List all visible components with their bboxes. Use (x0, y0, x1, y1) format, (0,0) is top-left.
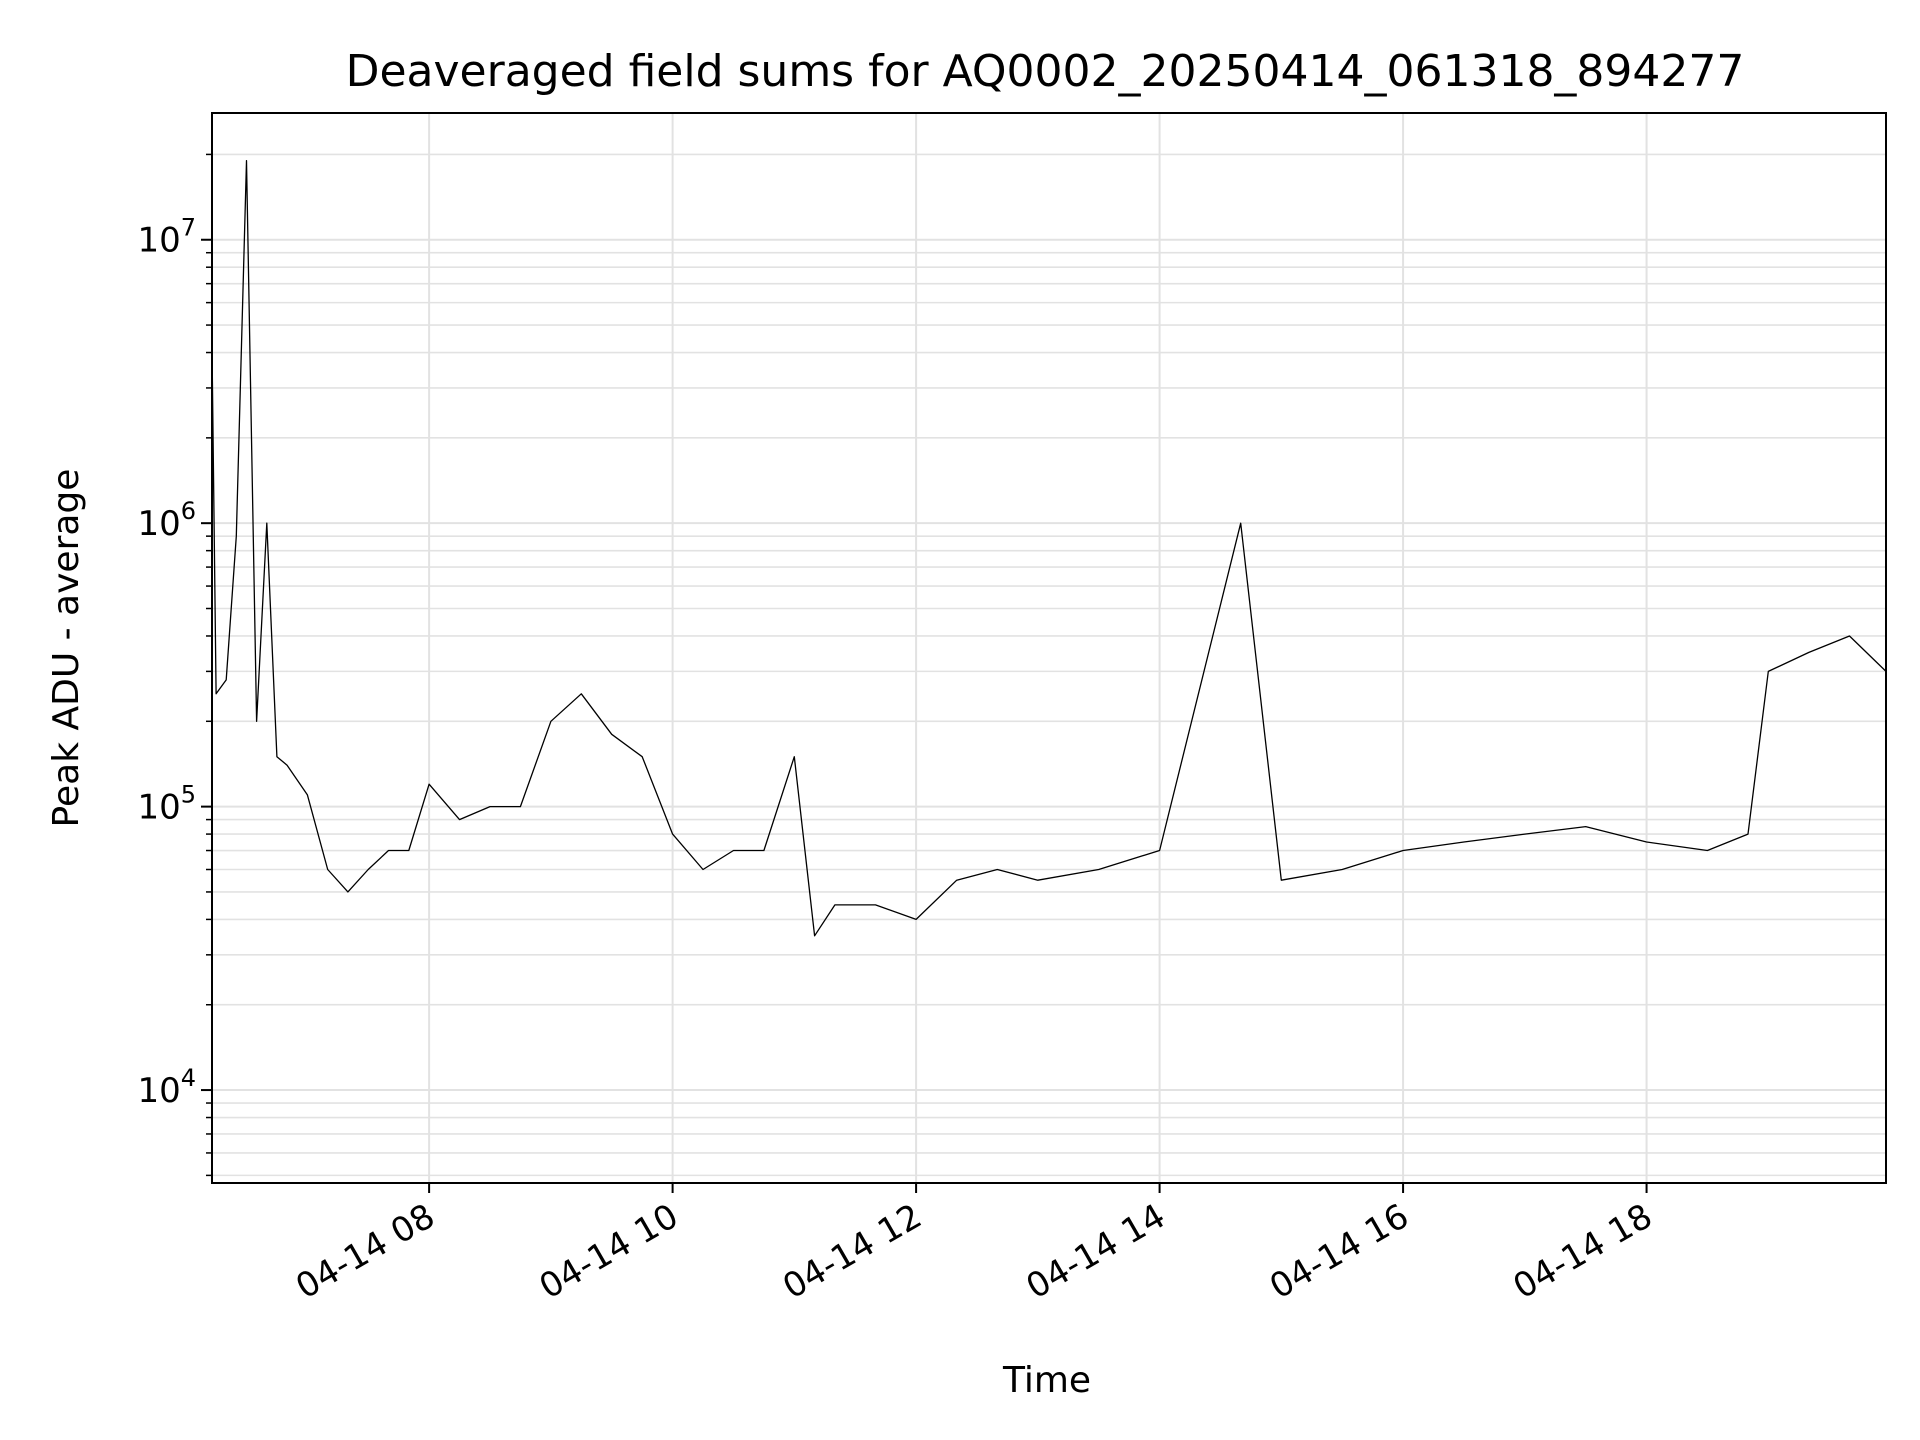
series-line (211, 160, 1887, 937)
x-tick-label: 04-14 10 (533, 1196, 685, 1307)
x-tick-label: 04-14 12 (776, 1196, 928, 1307)
plot-area (211, 160, 1887, 937)
y-axis-ticks: 104 105 106 107 (137, 153, 212, 1177)
plot-frame (211, 112, 1887, 1184)
y-tick-label: 104 (137, 1064, 196, 1111)
y-tick-label: 105 (137, 781, 196, 828)
grid (212, 113, 1886, 1183)
x-axis-ticks: 04-14 08 04-14 10 04-14 12 04-14 14 04-14 16… (289, 1183, 1659, 1307)
y-tick-label: 106 (137, 497, 196, 544)
y-axis-label: Peak ADU - average (46, 469, 87, 828)
y-tick-label: 107 (137, 214, 196, 261)
x-tick-label: 04-14 16 (1263, 1196, 1415, 1307)
x-axis-label: Time (1002, 1360, 1091, 1401)
x-tick-label: 04-14 08 (289, 1196, 441, 1307)
chart-title: Deaveraged field sums for AQ0002_2025041… (346, 46, 1745, 97)
x-tick-label: 04-14 18 (1507, 1196, 1659, 1307)
x-tick-label: 04-14 14 (1020, 1196, 1172, 1307)
